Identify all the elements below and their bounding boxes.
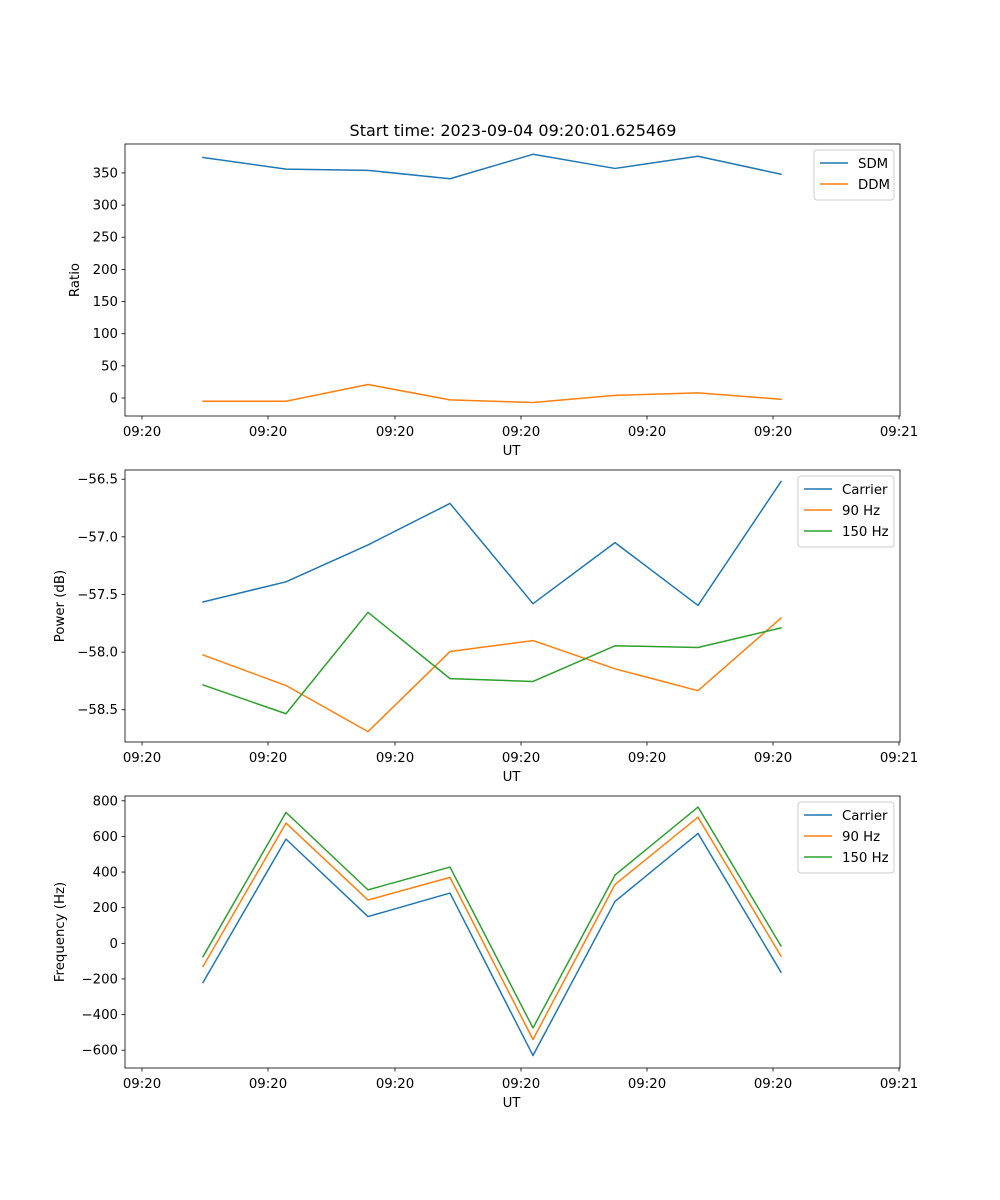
x-tick-label: 09:20 <box>628 751 666 766</box>
y-tick-label: 400 <box>93 866 118 881</box>
x-tick-label: 09:20 <box>754 425 792 440</box>
y-tick-label: −56.5 <box>77 473 118 488</box>
y-tick-label: −400 <box>81 1008 118 1023</box>
x-tick-label: 09:20 <box>249 751 287 766</box>
legend-label: 150 Hz <box>842 851 889 866</box>
legend-box <box>797 801 895 874</box>
figure-title: Start time: 2023-09-04 09:20:01.625469 <box>350 121 677 140</box>
series-line-carrier <box>202 480 783 607</box>
legend-label: 90 Hz <box>842 504 880 519</box>
x-tick-label: 09:20 <box>123 425 161 440</box>
series-line-150-hz <box>201 806 783 1029</box>
series-line-carrier <box>201 832 783 1057</box>
x-tick-label: 09:20 <box>123 1077 161 1092</box>
chart-panels: 09:20 09:20 09:20 09:20 09:20 09:20 09:21 0 50 10… <box>53 143 918 1111</box>
series-line-150-hz <box>202 611 782 715</box>
y-tick-label: −58.0 <box>77 646 118 661</box>
y-tick-label: 350 <box>93 166 118 181</box>
x-tick-label: 09:20 <box>502 751 540 766</box>
y-axis-label: Ratio <box>68 263 83 297</box>
x-tick-label: 09:20 <box>376 425 414 440</box>
legend-box <box>797 475 895 548</box>
legend-label: Carrier <box>842 809 888 824</box>
axes-frame <box>124 469 901 743</box>
x-tick-label: 09:20 <box>754 751 792 766</box>
y-tick-label: −58.5 <box>77 703 118 718</box>
series-line-sdm <box>202 153 782 180</box>
chart-panel-2: 09:20 09:20 09:20 09:20 09:20 09:20 09:21 −58.5… <box>53 469 918 785</box>
y-tick-label: 800 <box>93 794 118 809</box>
legend-label: 150 Hz <box>842 525 889 540</box>
series-line-90-hz <box>201 816 783 1041</box>
x-tick-label: 09:20 <box>502 425 540 440</box>
x-tick-label: 09:20 <box>754 1077 792 1092</box>
legend: SDM DDM <box>813 149 895 201</box>
legend-label: Carrier <box>842 483 888 498</box>
y-tick-label: −200 <box>81 972 118 987</box>
y-tick-label: 250 <box>93 231 118 246</box>
y-axis-label: Frequency (Hz) <box>53 882 68 982</box>
y-tick-label: 300 <box>93 199 118 214</box>
x-tick-label: 09:20 <box>123 751 161 766</box>
x-tick-label: 09:20 <box>628 1077 666 1092</box>
x-axis-label: UT <box>503 1096 522 1111</box>
y-axis-label: Power (dB) <box>53 570 68 642</box>
x-tick-label: 09:21 <box>880 425 918 440</box>
y-tick-label: 150 <box>93 295 118 310</box>
axes-frame <box>124 795 901 1069</box>
legend-label: DDM <box>858 178 890 193</box>
x-tick-label: 09:20 <box>376 751 414 766</box>
y-tick-label: −57.5 <box>77 588 118 603</box>
x-axis-label: UT <box>503 770 522 785</box>
x-tick-label: 09:20 <box>376 1077 414 1092</box>
x-tick-label: 09:21 <box>880 1077 918 1092</box>
legend-label: SDM <box>858 157 888 172</box>
x-tick-label: 09:20 <box>628 425 666 440</box>
y-tick-label: 50 <box>101 359 118 374</box>
x-axis-label: UT <box>503 444 522 459</box>
y-tick-label: 200 <box>93 901 118 916</box>
x-tick-label: 09:20 <box>249 425 287 440</box>
chart-panel-1: 09:20 09:20 09:20 09:20 09:20 09:20 09:21 0 50 10… <box>68 143 918 459</box>
x-tick-label: 09:20 <box>502 1077 540 1092</box>
y-tick-label: 200 <box>93 263 118 278</box>
y-tick-label: 0 <box>110 937 118 952</box>
chart-panel-3: 09:20 09:20 09:20 09:20 09:20 09:20 09:21 −600 −… <box>53 794 918 1111</box>
x-tick-label: 09:21 <box>880 751 918 766</box>
y-tick-label: 0 <box>110 391 118 406</box>
y-tick-label: 100 <box>93 327 118 342</box>
y-tick-label: −57.0 <box>77 530 118 545</box>
legend-label: 90 Hz <box>842 830 880 845</box>
series-line-ddm <box>202 383 782 404</box>
series-line-90-hz <box>202 617 783 733</box>
axes-frame <box>124 143 901 417</box>
x-tick-label: 09:20 <box>249 1077 287 1092</box>
legend: Carrier 90 Hz 150 Hz <box>797 475 895 548</box>
y-tick-label: −600 <box>81 1044 118 1059</box>
legend: Carrier 90 Hz 150 Hz <box>797 801 895 874</box>
y-tick-label: 600 <box>93 830 118 845</box>
